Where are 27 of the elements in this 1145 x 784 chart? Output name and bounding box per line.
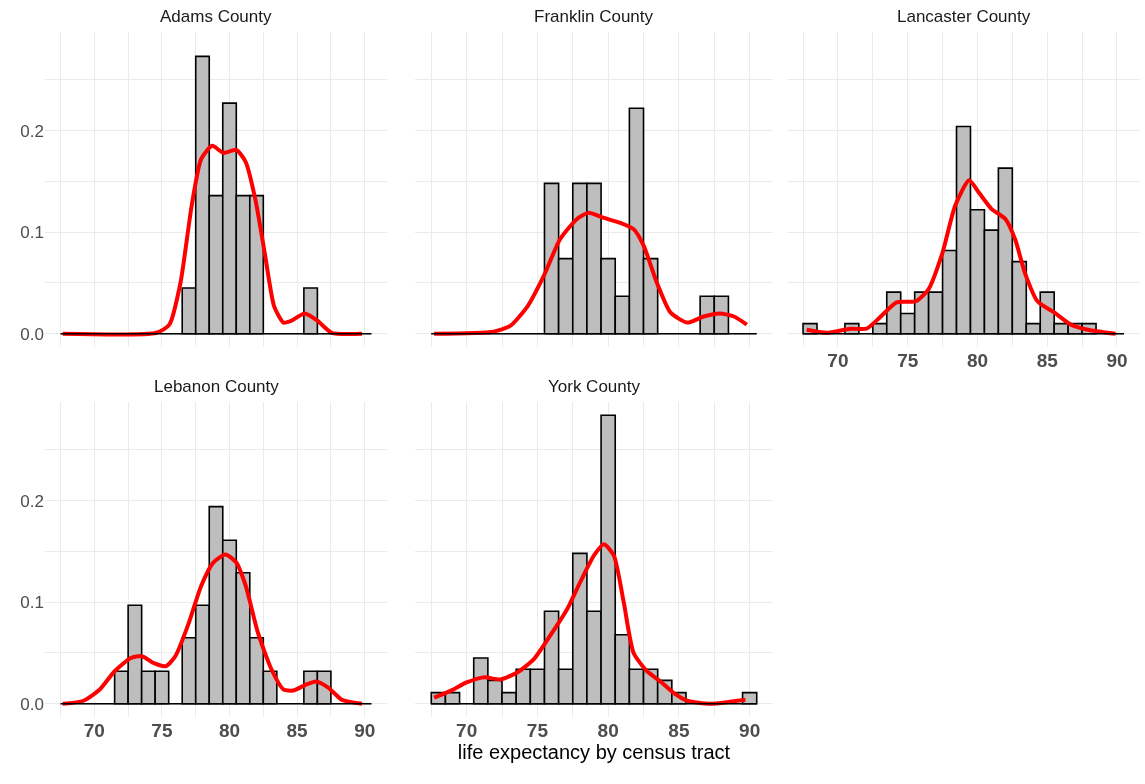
x-tick-label: 75 (897, 350, 919, 371)
y-tick-label: 0.1 (20, 593, 44, 613)
x-tick-label: 90 (1106, 350, 1128, 371)
x-tick-label: 75 (151, 720, 173, 741)
x-tick-label: 90 (739, 720, 761, 741)
y-tick-label: 0.1 (20, 223, 44, 243)
x-tick-label: 70 (456, 720, 478, 741)
chart-title: Franklin County (534, 7, 654, 26)
chart-title: Lebanon County (154, 377, 280, 396)
x-tick-label: 75 (526, 720, 549, 741)
chart-title: Lancaster County (897, 7, 1031, 26)
x-tick-label: 85 (668, 720, 690, 741)
y-tick-label: 0.2 (20, 121, 44, 141)
x-tick-label: 70 (83, 720, 105, 741)
x-tick-label: 80 (597, 720, 619, 741)
x-tick-label: 85 (286, 720, 309, 741)
x-tick-label: 90 (354, 720, 376, 741)
x-tick-label: 80 (218, 720, 241, 741)
y-tick-label: 0.0 (20, 694, 44, 714)
y-tick-label: 0.0 (20, 324, 44, 344)
x-tick-label: 70 (827, 350, 849, 371)
y-tick-label: 0.2 (20, 491, 44, 511)
chart-title: York County (548, 377, 641, 396)
chart-title: Adams County (160, 7, 272, 26)
x-axis-title: life expectancy by census tract (457, 741, 731, 763)
x-tick-label: 80 (966, 350, 989, 371)
x-tick-label: 85 (1036, 350, 1059, 371)
